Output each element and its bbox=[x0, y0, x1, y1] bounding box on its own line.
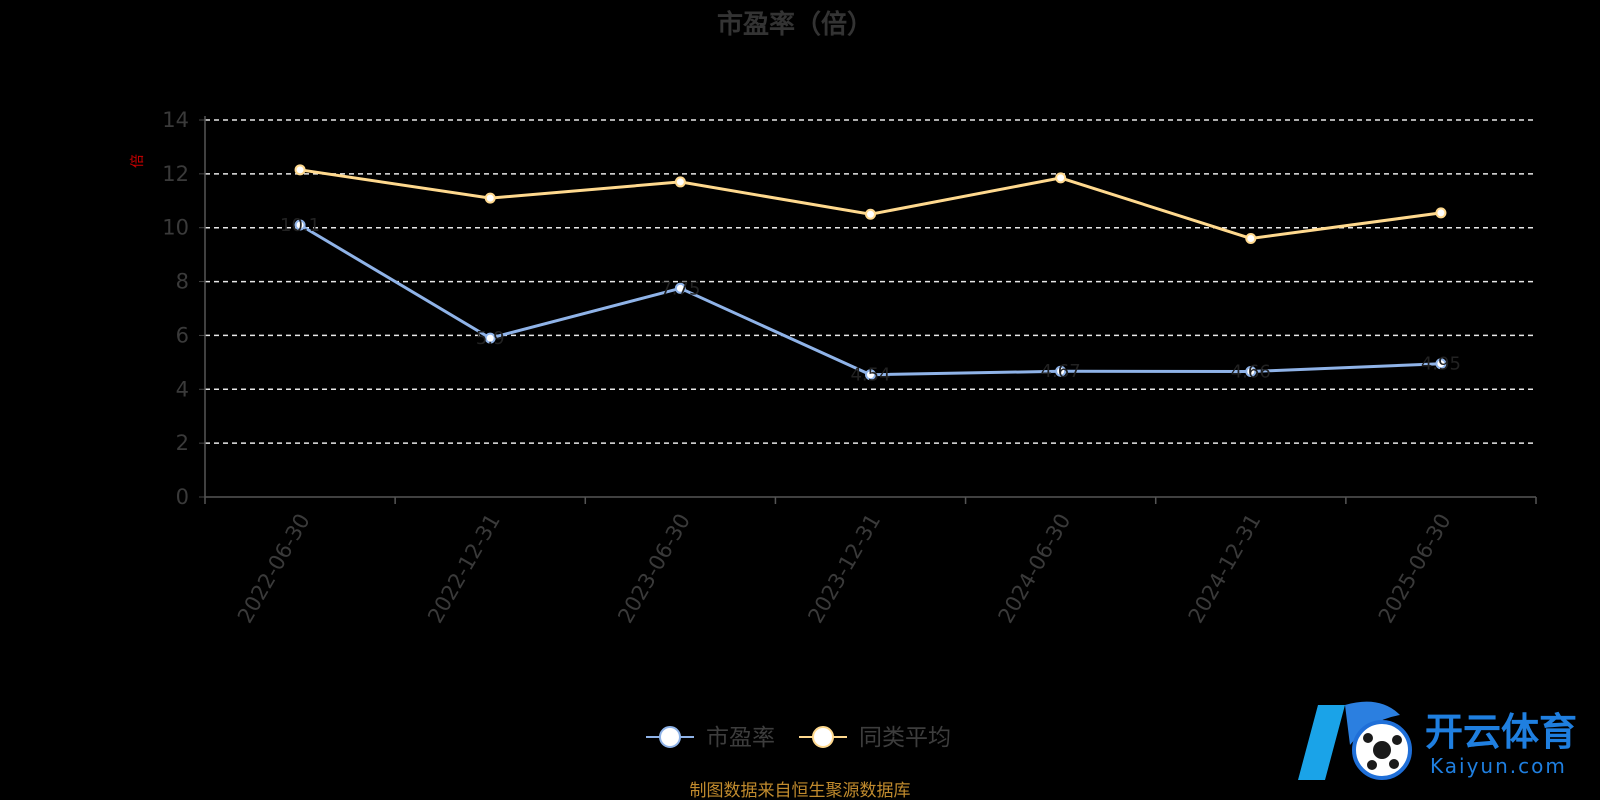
data-point bbox=[294, 219, 306, 231]
data-point bbox=[484, 192, 496, 204]
y-tick-label: 2 bbox=[176, 431, 189, 455]
legend-label: 同类平均 bbox=[859, 725, 951, 751]
data-point bbox=[294, 164, 306, 176]
y-tick-label: 14 bbox=[162, 108, 189, 132]
data-point bbox=[1245, 232, 1257, 244]
data-point bbox=[1245, 366, 1257, 378]
watermark-en: Kaiyun.com bbox=[1430, 754, 1567, 778]
data-point bbox=[1435, 358, 1447, 370]
legend-marker bbox=[659, 726, 681, 748]
axes bbox=[204, 116, 1536, 498]
y-tick-label: 4 bbox=[176, 377, 189, 401]
legend: 市盈率 同类平均 bbox=[646, 725, 951, 751]
data-label: 4.95 bbox=[1421, 354, 1461, 375]
x-axis-ticks: 2022-06-30 2022-12-31 2023-06-30 2023-12-31… bbox=[204, 497, 1537, 628]
y-axis-label: 倍 bbox=[130, 154, 146, 168]
data-label: 5.9 bbox=[476, 328, 505, 349]
watermark-logo: 开云体育 Kaiyun.com bbox=[1298, 701, 1577, 780]
legend-label: 市盈率 bbox=[706, 725, 775, 751]
data-point bbox=[865, 208, 876, 220]
x-tick-label: 2022-06-30 bbox=[233, 510, 315, 628]
data-point bbox=[1055, 172, 1067, 184]
grid-lines bbox=[205, 119, 1536, 444]
data-point bbox=[865, 369, 876, 381]
chart-title: 市盈率（倍） bbox=[717, 9, 873, 40]
data-label: 10.1 bbox=[280, 215, 320, 236]
data-point bbox=[484, 332, 496, 344]
watermark-cn: 开云体育 bbox=[1425, 710, 1577, 754]
x-tick-label: 2024-12-31 bbox=[1184, 510, 1266, 628]
x-tick-label: 2023-06-30 bbox=[613, 510, 695, 628]
data-point bbox=[1435, 207, 1447, 219]
y-tick-label: 12 bbox=[162, 162, 189, 186]
data-point bbox=[1055, 365, 1067, 377]
y-tick-label: 10 bbox=[162, 216, 189, 240]
data-label: 4.54 bbox=[850, 365, 890, 386]
data-point bbox=[674, 176, 686, 188]
x-tick-label: 2023-12-31 bbox=[803, 510, 885, 628]
data-point bbox=[674, 282, 686, 294]
y-axis-ticks: 0 2 4 6 8 10 12 14 bbox=[162, 108, 205, 509]
legend-marker bbox=[812, 726, 834, 748]
y-tick-label: 0 bbox=[176, 485, 189, 509]
x-tick-label: 2024-06-30 bbox=[994, 510, 1076, 628]
data-label: 7.75 bbox=[660, 278, 700, 299]
series-layer: 10.1 5.9 7.75 4.54 4.67 4.66 4.95 bbox=[280, 164, 1461, 386]
kaiyun-k-logo-icon bbox=[1298, 701, 1412, 780]
y-tick-label: 8 bbox=[176, 270, 189, 294]
x-tick-label: 2022-12-31 bbox=[423, 510, 505, 628]
x-tick-label: 2025-06-30 bbox=[1374, 510, 1456, 628]
data-label: 4.66 bbox=[1231, 362, 1271, 383]
source-note: 制图数据来自恒生聚源数据库 bbox=[690, 781, 911, 800]
data-label: 4.67 bbox=[1041, 361, 1081, 382]
series-line-0 bbox=[299, 223, 1441, 377]
y-tick-label: 6 bbox=[176, 323, 189, 347]
